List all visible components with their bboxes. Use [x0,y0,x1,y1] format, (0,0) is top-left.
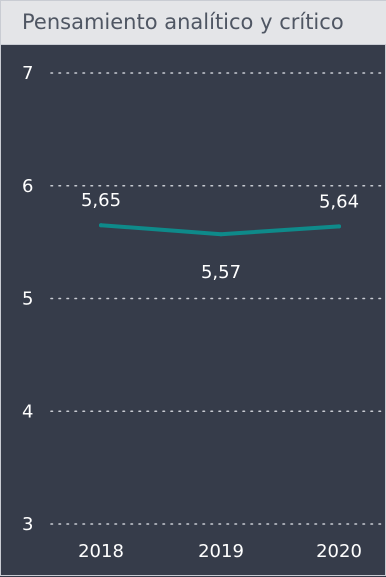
data-label: 5,65 [81,190,121,211]
data-label: 5,57 [201,262,241,283]
data-point [337,224,341,229]
chart-title: Pensamiento analítico y crítico [22,10,344,34]
data-point [99,223,103,228]
x-tick-label: 2018 [78,541,124,562]
y-tick-label: 7 [22,63,33,84]
y-tick-label: 6 [22,176,33,197]
data-point [219,232,223,237]
chart-title-bar: Pensamiento analítico y crítico [1,1,386,45]
y-tick-label: 3 [22,514,33,535]
data-label: 5,64 [319,191,359,212]
y-tick-label: 4 [22,401,33,422]
x-tick-label: 2019 [198,541,244,562]
x-tick-label: 2020 [316,541,362,562]
y-tick-label: 5 [22,289,33,310]
